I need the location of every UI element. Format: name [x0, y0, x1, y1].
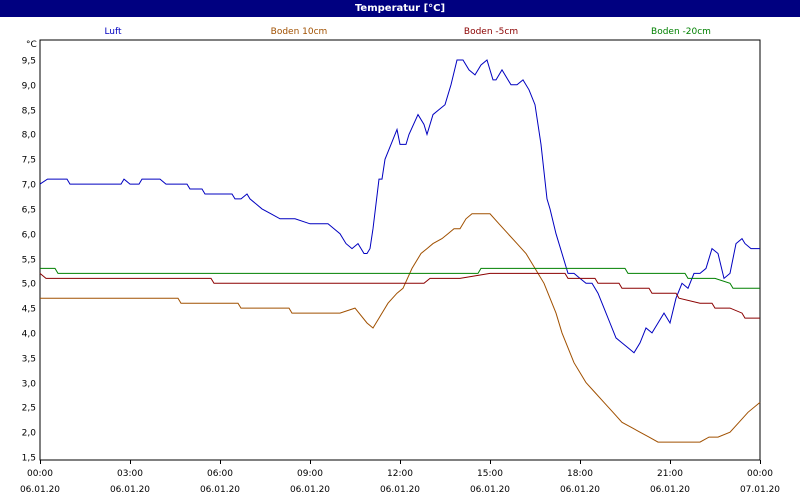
series-line-boden-5cm [39, 272, 760, 319]
y-tick-label: 7,5 [22, 156, 36, 166]
x-tick-date-label: 06.01.20 [650, 485, 690, 495]
x-tick-time-label: 03:00 [117, 469, 143, 479]
series-layer [39, 59, 761, 443]
x-tick-time-label: 00:00 [27, 469, 53, 479]
x-tick-date-label: 06.01.20 [110, 485, 150, 495]
x-tick-time-label: 12:00 [387, 469, 413, 479]
y-axis-unit-label: °C [26, 40, 37, 50]
x-tick-date-label: 06.01.20 [200, 485, 240, 495]
y-tick-label: 6,5 [22, 206, 36, 216]
x-tick-date-label: 07.01.20 [740, 485, 780, 495]
x-tick-time-label: 06:00 [207, 469, 233, 479]
series-line-boden-10cm [40, 213, 761, 443]
y-tick-label: 5,0 [22, 280, 37, 290]
y-tick-label: 9,5 [22, 57, 36, 67]
y-tick-label: 8,0 [22, 131, 37, 141]
x-tick-date-label: 06.01.20 [470, 485, 510, 495]
legend-entry-boden-10cm: Boden 10cm [271, 27, 328, 37]
y-tick-label: 2,5 [22, 404, 36, 414]
series-line-luft [39, 59, 760, 354]
y-tick-label: 8,5 [22, 107, 36, 117]
y-tick-label: 4,5 [22, 305, 36, 315]
x-tick-time-label: 15:00 [477, 469, 503, 479]
x-tick-time-label: 00:00 [747, 469, 773, 479]
y-tick-label: 7,0 [22, 181, 37, 191]
x-tick-time-label: 18:00 [567, 469, 593, 479]
legend-entry-luft: Luft [104, 27, 122, 37]
x-tick-time-label: 09:00 [297, 469, 323, 479]
legend-layer: Luft Boden 10cm Boden -5cm Boden -20cm [104, 27, 711, 37]
y-tick-label: 5,5 [22, 256, 36, 266]
axes-layer: 1,5 2,0 2,5 3,0 3,5 4,0 4,5 5,0 5,5 6,0 6,5 7,0 7,5 8… [20, 39, 780, 495]
x-tick-date-label: 06.01.20 [380, 485, 420, 495]
x-tick-date-label: 06.01.20 [20, 485, 60, 495]
x-tick-time-label: 21:00 [657, 469, 683, 479]
y-tick-label: 1,5 [22, 454, 36, 464]
legend-entry-boden-5cm: Boden -5cm [464, 27, 518, 37]
y-tick-label: 6,0 [22, 231, 37, 241]
legend-entry-boden-20cm: Boden -20cm [651, 27, 711, 37]
chart-title: Temperatur [°C] [0, 0, 800, 17]
y-tick-label: 3,0 [22, 380, 37, 390]
series-line-boden-20cm [40, 267, 760, 289]
y-tick-label: 3,5 [22, 355, 36, 365]
x-tick-date-label: 06.01.20 [560, 485, 600, 495]
y-tick-label: 4,0 [22, 330, 37, 340]
x-tick-date-label: 06.01.20 [290, 485, 330, 495]
y-tick-label: 2,0 [22, 429, 37, 439]
plot-frame [39, 39, 761, 461]
y-tick-label: 9,0 [22, 82, 37, 92]
temperature-chart: 1,5 2,0 2,5 3,0 3,5 4,0 4,5 5,0 5,5 6,0 6,5 7,0 7,5 8… [20, 27, 780, 495]
